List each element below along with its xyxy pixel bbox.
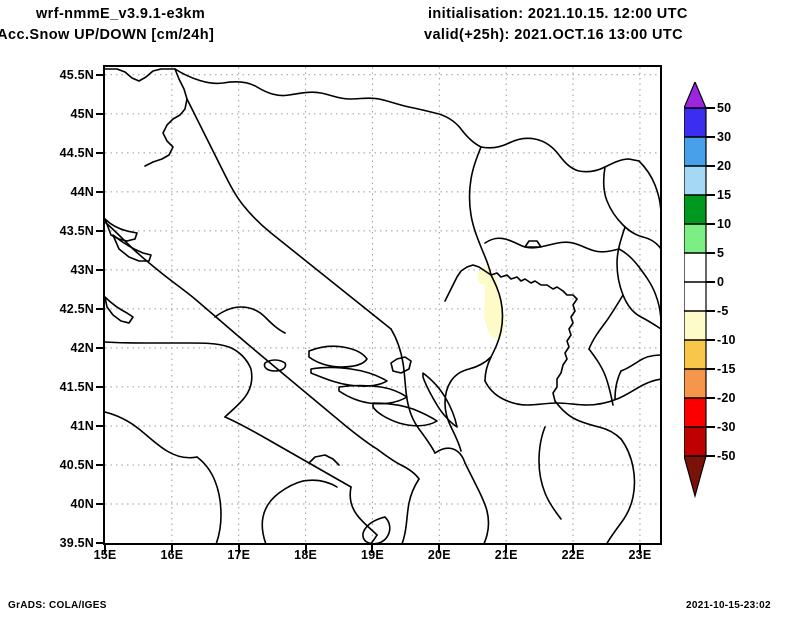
x-tick-mark [237,545,240,553]
colorbar-tick [706,252,715,254]
x-tick-label: 21E [494,548,518,562]
y-tick-mark [96,151,104,154]
x-tick-label: 17E [227,548,251,562]
colorbar-tick [706,165,715,167]
colorbar-label: -50 [717,449,736,463]
colorbar-tick [706,368,715,370]
colorbar-band [684,108,706,137]
x-tick-mark [438,545,441,553]
colorbar-band [684,282,706,311]
gridlines [105,67,660,543]
model-title: wrf-nmmE_v3.9.1-e3km [36,6,206,22]
colorbar-label: 10 [717,217,732,231]
x-tick-mark [104,545,106,553]
snow-patch-region [484,273,505,339]
valid-time: valid(+25h): 2021.OCT.16 13:00 UTC [424,27,683,43]
colorbar-tick [706,107,715,109]
y-tick-mark [96,229,104,232]
y-tick-mark [96,190,104,193]
map-canvas [105,67,660,543]
y-tick-mark [96,307,104,310]
colorbar-label: -20 [717,391,736,405]
x-tick-label: 16E [160,548,184,562]
footer-credit: GrADS: COLA/IGES [8,600,107,611]
colorbar-tick [706,310,715,312]
y-tick-mark [96,542,104,544]
y-tick-mark [96,424,104,427]
colorbar-label: 50 [717,101,732,115]
y-tick-mark [96,385,104,388]
colorbar-band [684,340,706,369]
colorbar-tick [706,397,715,399]
colorbar-label: 20 [717,159,732,173]
colorbar-tick [706,136,715,138]
y-tick-label: 40N [70,496,94,511]
x-tick-mark [371,545,374,553]
colorbar-swatches [683,80,707,499]
colorbar-tick [706,339,715,341]
colorbar-label: 30 [717,130,732,144]
y-tick-label: 45N [70,106,94,121]
colorbar-band [684,137,706,166]
colorbar-label: -5 [717,304,729,318]
colorbar-tick [706,426,715,428]
y-tick-label: 43.5N [59,223,94,238]
y-tick-label: 44.5N [59,145,94,160]
y-tick-mark [96,268,104,271]
colorbar-label: 15 [717,188,732,202]
x-tick-label: 23E [628,548,652,562]
map-plot-area [103,65,662,545]
x-tick-mark [304,545,307,553]
colorbar-tick [706,194,715,196]
colorbar-top-arrow [684,82,706,108]
colorbar-label: 5 [717,246,725,260]
x-tick-label: 19E [361,548,384,562]
y-tick-label: 39.5N [59,536,94,550]
x-tick-label: 22E [561,548,585,562]
initialisation-time: initialisation: 2021.10.15. 12:00 UTC [428,6,688,22]
colorbar-band [684,253,706,282]
footer-timestamp: 2021-10-15-23:02 [686,600,771,611]
y-tick-mark [96,463,104,466]
colorbar-band [684,311,706,340]
colorbar-band [684,224,706,253]
colorbar-tick [706,455,715,457]
x-tick-mark [572,545,575,553]
colorbar-tick [706,223,715,225]
y-tick-mark [96,346,104,349]
colorbar-band [684,427,706,456]
coastlines-and-borders [105,68,660,543]
colorbar-label: -30 [717,420,736,434]
x-tick-label: 18E [294,548,318,562]
y-tick-label: 45.5N [59,67,94,82]
snow-patch-upper-lobe [477,267,492,285]
y-tick-label: 41.5N [59,379,94,394]
snow-patch-group [477,267,505,339]
colorbar-band [684,369,706,398]
x-tick-mark [638,545,641,553]
colorbar: 50 30 20 15 10 5 0 -5 -10 -15 -20 -30 -50 [683,80,794,542]
colorbar-band [684,195,706,224]
y-tick-label: 42N [70,340,94,355]
y-tick-label: 44N [70,184,94,199]
y-tick-label: 43N [70,262,94,277]
x-tick-label: 15E [93,548,117,562]
colorbar-bottom-arrow [684,456,706,496]
x-tick-mark [170,545,173,553]
y-tick-label: 40.5N [59,457,94,472]
y-tick-mark [96,73,104,76]
colorbar-label: 0 [717,275,725,289]
field-title: n Acc.Snow UP/DOWN [cm/24h] [0,27,215,43]
y-tick-mark [96,502,104,505]
colorbar-band [684,166,706,195]
y-tick-label: 41N [70,418,94,433]
y-tick-mark [96,112,104,115]
x-tick-mark [505,545,508,553]
x-tick-label: 20E [427,548,451,562]
colorbar-band [684,398,706,427]
colorbar-label: -15 [717,362,736,376]
y-tick-label: 42.5N [59,301,94,316]
colorbar-label: -10 [717,333,736,347]
colorbar-tick [706,281,715,283]
